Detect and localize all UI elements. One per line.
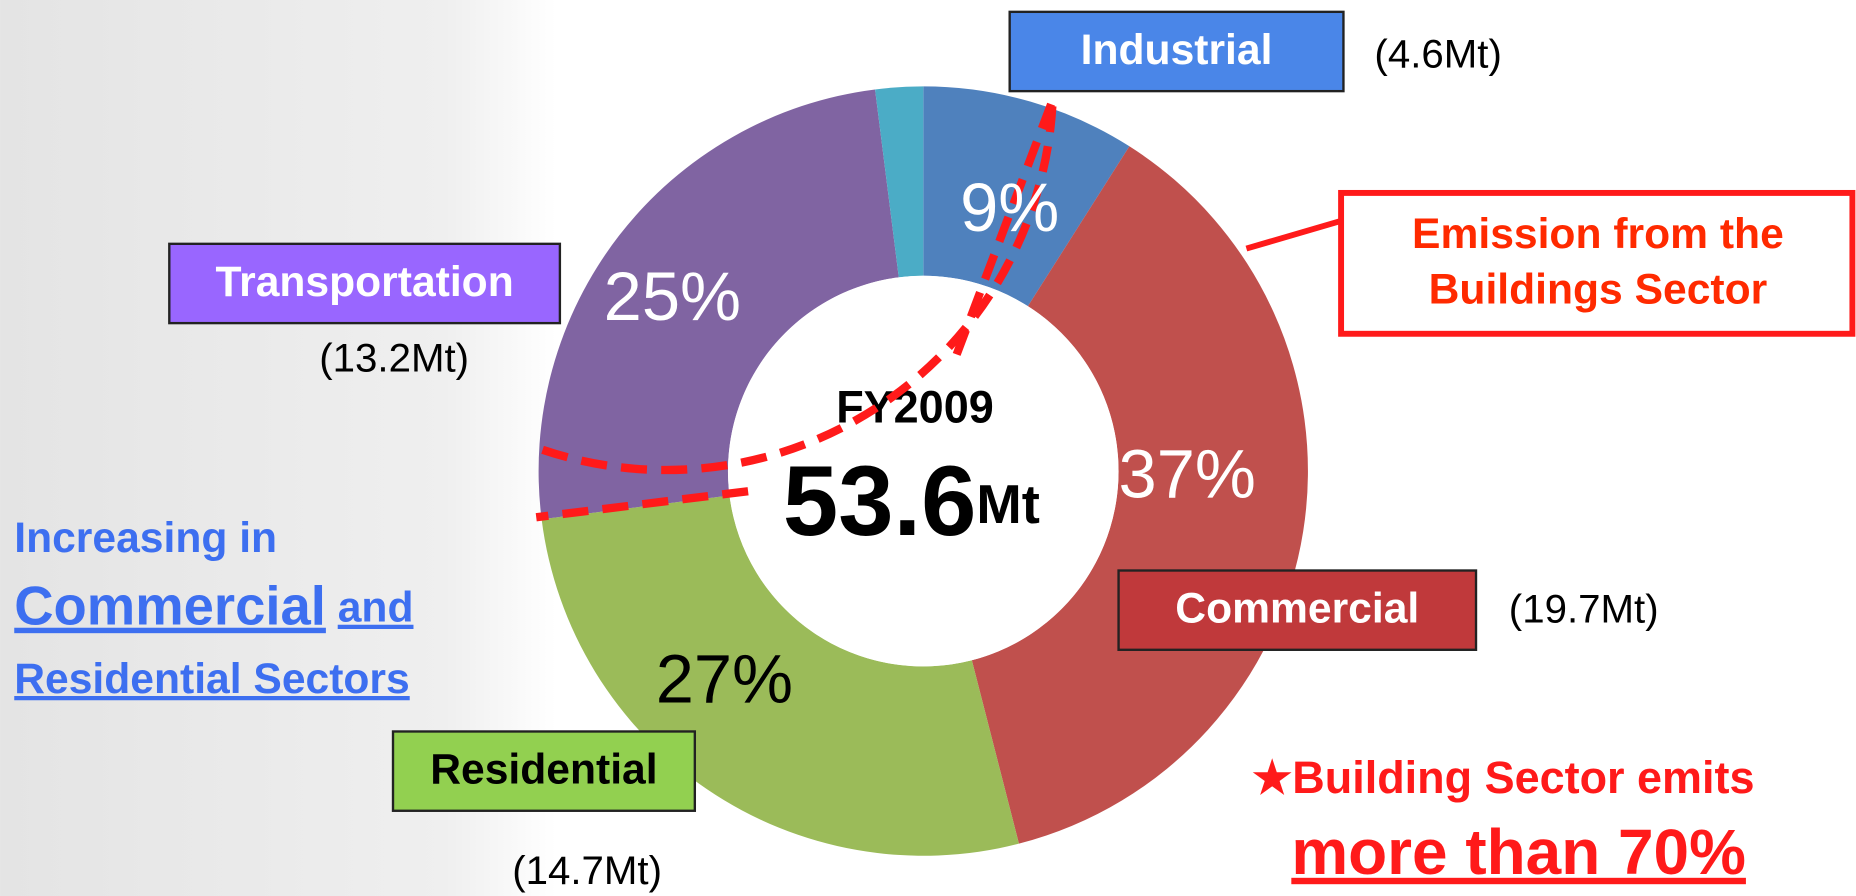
slice-percent: 25% (604, 258, 741, 335)
amount-label: (14.7Mt) (512, 848, 662, 893)
amount-label: (4.6Mt) (1374, 31, 1501, 76)
slice-percent: 9% (960, 169, 1059, 246)
slice-percent: 27% (656, 640, 793, 717)
category-label: Transportation (215, 258, 513, 306)
center-title: FY2009 (836, 382, 994, 433)
category-label: Industrial (1081, 26, 1273, 74)
chart: FY2009 53.6Mt Emission from the Building… (0, 0, 1856, 896)
side-text: Increasing in (14, 514, 277, 562)
amount-label: (13.2Mt) (319, 336, 469, 381)
callout-text: Buildings Sector (1429, 266, 1768, 314)
side-text: Residential Sectors (14, 655, 409, 703)
amount-label: (19.7Mt) (1509, 587, 1659, 632)
callout-text: Emission from the (1412, 210, 1784, 258)
note-highlight: more than 70% (1291, 816, 1746, 888)
page: FY2009 53.6Mt Emission from the Building… (0, 0, 1856, 896)
note-text: ★Building Sector emits (1252, 752, 1755, 803)
category-label: Residential (430, 746, 657, 794)
category-label: Commercial (1175, 585, 1419, 633)
slice-percent: 37% (1119, 435, 1256, 512)
callout-line (1246, 220, 1343, 248)
